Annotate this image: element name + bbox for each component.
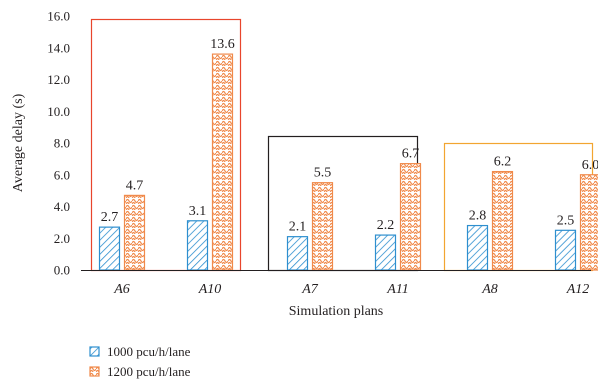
data-label: 6.7 — [402, 147, 420, 162]
bar-a6-series-1 — [98, 226, 121, 271]
bars — [98, 53, 598, 271]
bar-a10-series-1 — [186, 220, 209, 271]
x-tick-label: A12 — [566, 282, 590, 297]
legend-swatch-2 — [89, 366, 100, 377]
y-tick-label: 8.0 — [54, 136, 70, 151]
y-tick-label: 14.0 — [47, 40, 70, 55]
data-label: 5.5 — [314, 166, 332, 181]
bar-a7-series-2 — [311, 182, 334, 271]
bar-a7-series-1 — [286, 236, 309, 271]
bar-a10-series-2 — [211, 53, 234, 271]
data-label: 6.2 — [494, 155, 512, 170]
legend-swatch-1 — [89, 346, 100, 357]
y-axis-ticks: 0.0 2.0 4.0 6.0 8.0 10.0 12.0 14.0 16.0 — [47, 9, 70, 278]
y-tick-label: 4.0 — [54, 199, 70, 214]
group-boxes — [90, 18, 594, 272]
data-label: 3.1 — [189, 204, 207, 219]
data-label: 6.0 — [582, 158, 598, 173]
legend-label-2: 1200 pcu/h/lane — [107, 364, 191, 379]
data-label: 13.6 — [210, 37, 235, 52]
x-tick-label: A11 — [386, 282, 409, 297]
x-tick-label: A7 — [301, 282, 319, 297]
data-label: 2.2 — [377, 218, 395, 233]
y-tick-label: 6.0 — [54, 167, 70, 182]
y-tick-label: 2.0 — [54, 231, 70, 246]
bar-a12-series-2 — [579, 174, 598, 271]
bar-a12-series-1 — [554, 229, 577, 271]
legend: 1000 pcu/h/lane 1200 pcu/h/lane — [89, 344, 191, 379]
data-labels: 2.7 3.1 2.1 2.2 2.8 2.5 4.7 13.6 5.5 6.7 6.2 6.0 — [101, 37, 598, 235]
legend-label-1: 1000 pcu/h/lane — [107, 344, 191, 359]
y-tick-label: 0.0 — [54, 263, 70, 278]
x-tick-label: A8 — [481, 282, 498, 297]
data-label: 2.8 — [469, 209, 487, 224]
y-tick-label: 10.0 — [47, 104, 70, 119]
x-axis-ticks: A6 A10 A7 A11 A8 A12 — [113, 282, 589, 297]
bar-a11-series-1 — [374, 234, 397, 271]
data-label: 2.1 — [289, 220, 307, 235]
data-label: 4.7 — [126, 178, 144, 193]
data-label: 2.5 — [557, 213, 575, 228]
x-tick-label: A6 — [113, 282, 130, 297]
x-axis-title: Simulation plans — [289, 304, 384, 319]
y-tick-label: 12.0 — [47, 72, 70, 87]
data-label: 2.7 — [101, 210, 119, 225]
bar-a11-series-2 — [399, 163, 422, 271]
y-axis-title: Average delay (s) — [11, 93, 26, 192]
y-tick-label: 16.0 — [47, 9, 70, 24]
bar-a8-series-1 — [466, 224, 489, 271]
bar-a8-series-2 — [491, 170, 514, 271]
x-tick-label: A10 — [198, 282, 222, 297]
bar-a6-series-2 — [123, 194, 146, 271]
